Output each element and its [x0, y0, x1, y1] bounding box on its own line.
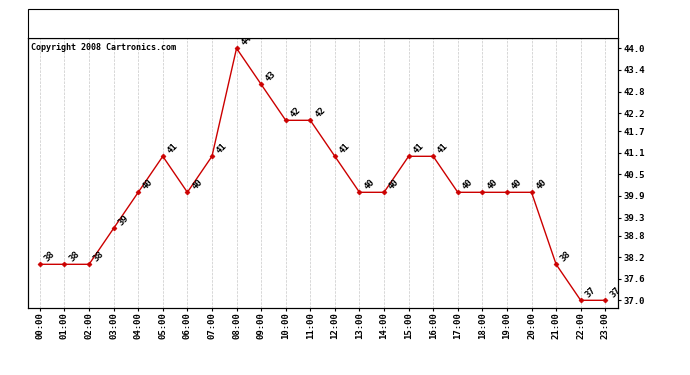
Text: 40: 40: [387, 177, 401, 192]
Text: 42: 42: [313, 105, 327, 120]
Text: 41: 41: [337, 141, 352, 156]
Text: 38: 38: [92, 249, 106, 264]
Text: 40: 40: [534, 177, 549, 192]
Text: 43: 43: [264, 69, 278, 84]
Text: 37: 37: [584, 285, 598, 300]
Text: 42: 42: [288, 105, 302, 120]
Text: 41: 41: [436, 141, 450, 156]
Text: 41: 41: [215, 141, 228, 156]
Text: 40: 40: [141, 177, 155, 192]
Text: 40: 40: [510, 177, 524, 192]
Text: 38: 38: [43, 249, 57, 264]
Text: 37: 37: [608, 285, 622, 300]
Text: Copyright 2008 Cartronics.com: Copyright 2008 Cartronics.com: [30, 43, 175, 52]
Text: 40: 40: [460, 177, 475, 192]
Text: 38: 38: [559, 249, 573, 264]
Text: 40: 40: [362, 177, 376, 192]
Text: 44: 44: [239, 33, 253, 48]
Text: 40: 40: [485, 177, 499, 192]
Text: 41: 41: [411, 141, 425, 156]
Text: 41: 41: [166, 141, 179, 156]
Text: 40: 40: [190, 177, 204, 192]
Text: 39: 39: [117, 213, 130, 228]
Text: 38: 38: [67, 249, 81, 264]
Text: Heat Index (Last 24 Hours) 20080428: Heat Index (Last 24 Hours) 20080428: [177, 13, 471, 27]
